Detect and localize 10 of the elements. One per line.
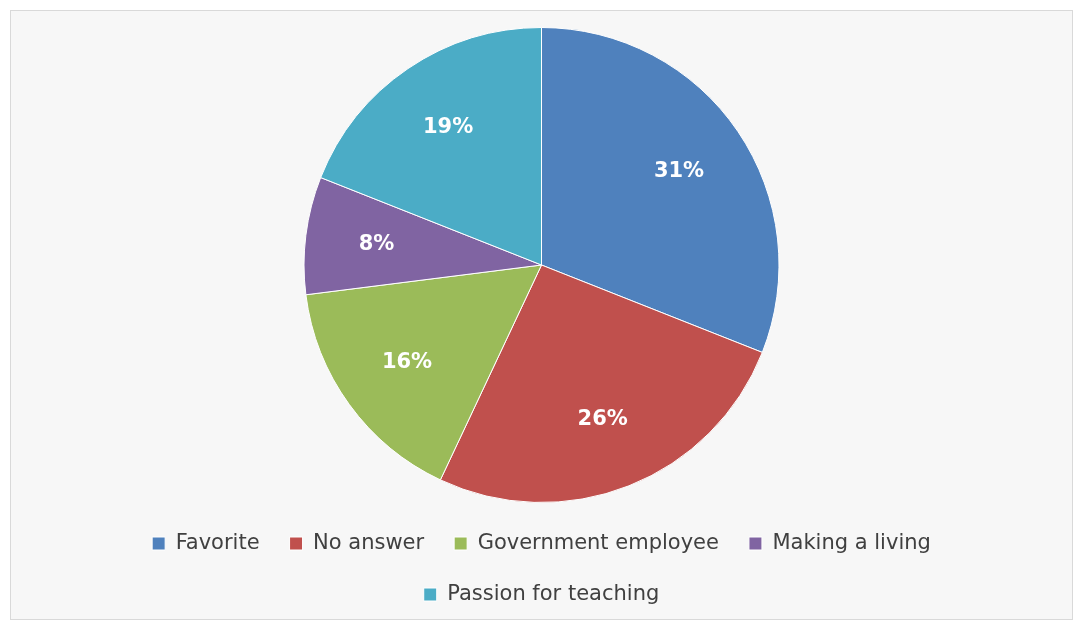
- data-label: 31%: [653, 158, 705, 183]
- data-label: 26%: [577, 406, 628, 431]
- data-label: 16%: [381, 349, 433, 374]
- legend-label: Making a living: [772, 529, 931, 554]
- legend-label: Government employee: [477, 529, 719, 554]
- data-label: 19%: [422, 113, 474, 138]
- data-label: 8%: [358, 230, 395, 255]
- legend-label: No answer: [313, 529, 425, 554]
- legend-label: Favorite: [175, 529, 260, 554]
- legend-label: Passion for teaching: [447, 580, 660, 605]
